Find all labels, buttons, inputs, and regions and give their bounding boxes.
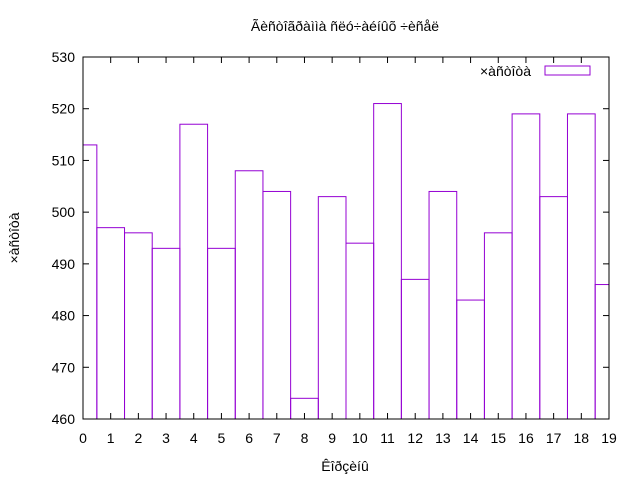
bar-18 (566, 113, 596, 420)
bar-15 (483, 232, 513, 420)
y-tick-label-470: 470 (52, 359, 76, 375)
bar-13 (428, 190, 458, 420)
x-tick-label-14: 14 (463, 430, 479, 446)
x-tick-label-12: 12 (407, 430, 423, 446)
bar-7 (262, 190, 292, 420)
bar-4 (179, 123, 209, 420)
bar-9 (317, 196, 347, 420)
x-tick-label-11: 11 (380, 430, 395, 446)
x-tick-label-17: 17 (546, 430, 562, 446)
legend: ×àñòîòà (480, 63, 591, 79)
x-tick-label-0: 0 (79, 430, 87, 446)
x-axis-label: Êîðçèíû (321, 458, 368, 474)
x-tick-label-18: 18 (574, 430, 590, 446)
bar-17 (539, 196, 568, 420)
bar-1 (96, 227, 126, 420)
x-tick-label-16: 16 (518, 430, 534, 446)
chart-title: Ãèñòîãðàììà ñëó÷àéíûõ ÷èñåë (251, 18, 439, 34)
bar-5 (207, 247, 236, 420)
x-tick-label-9: 9 (328, 430, 336, 446)
y-tick-label-480: 480 (52, 308, 76, 324)
bar-16 (511, 113, 541, 420)
bar-11 (373, 103, 402, 420)
plot-frame (82, 56, 610, 420)
y-tick-label-520: 520 (52, 101, 76, 117)
x-tick-label-2: 2 (134, 430, 142, 446)
y-tick-label-510: 510 (52, 152, 76, 168)
x-tick-label-1: 1 (107, 430, 115, 446)
x-tick-label-7: 7 (273, 430, 281, 446)
bar-0 (82, 144, 98, 420)
x-tick-label-6: 6 (245, 430, 253, 446)
y-tick-label-530: 530 (52, 49, 76, 65)
x-tick-label-15: 15 (490, 430, 506, 446)
y-tick-label-490: 490 (52, 256, 76, 272)
bar-19 (594, 284, 610, 420)
bar-14 (456, 299, 485, 420)
bars-layer (82, 103, 610, 420)
x-tick-label-13: 13 (435, 430, 451, 446)
y-tick-label-500: 500 (52, 204, 76, 220)
y-tick-label-460: 460 (52, 411, 76, 427)
x-tick-label-3: 3 (162, 430, 170, 446)
legend-swatch (544, 65, 591, 76)
x-tick-label-8: 8 (301, 430, 309, 446)
bar-2 (124, 232, 153, 420)
bar-3 (151, 247, 181, 420)
bar-10 (345, 242, 375, 420)
x-tick-label-10: 10 (352, 430, 368, 446)
bar-12 (400, 278, 430, 420)
x-tick-label-4: 4 (190, 430, 198, 446)
x-tick-label-5: 5 (218, 430, 226, 446)
x-tick-label-19: 19 (601, 430, 617, 446)
y-axis-label: ×àñòîòà (6, 212, 22, 263)
legend-label: ×àñòîòà (480, 63, 531, 79)
bar-6 (234, 170, 264, 420)
